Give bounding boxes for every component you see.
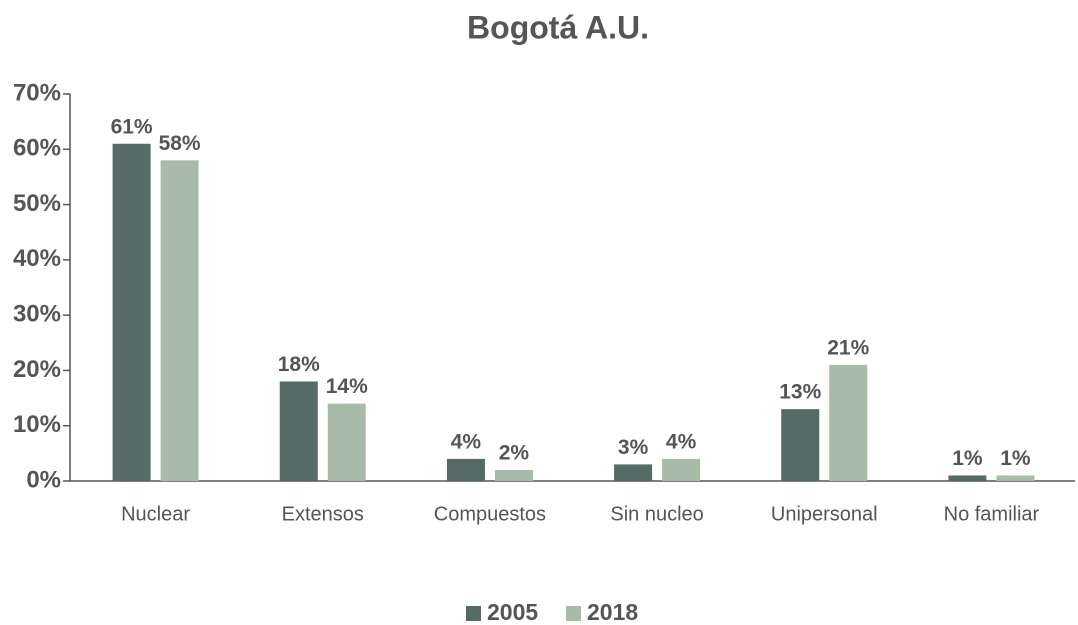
y-tick-label: 40% — [13, 245, 61, 272]
legend-label: 2018 — [587, 599, 638, 625]
bar — [662, 458, 701, 481]
value-label: 61% — [111, 115, 153, 138]
x-tick-label: Compuestos — [434, 503, 546, 525]
bar — [112, 143, 151, 481]
bar — [494, 469, 533, 481]
legend-label: 2005 — [487, 599, 538, 625]
bar — [996, 475, 1035, 481]
value-label: 14% — [326, 375, 368, 398]
bar — [829, 364, 868, 481]
bar — [327, 403, 366, 481]
y-tick-label: 30% — [13, 300, 61, 327]
x-tick-label: Nuclear — [121, 503, 190, 525]
bar — [279, 381, 318, 481]
y-tick-label: 60% — [13, 135, 61, 162]
value-label: 58% — [159, 132, 201, 155]
y-tick-label: 0% — [26, 466, 61, 493]
bar — [446, 458, 485, 481]
y-tick-label: 10% — [13, 411, 61, 438]
x-tick-label: Sin nucleo — [610, 503, 703, 525]
y-tick-label: 50% — [13, 190, 61, 217]
value-label: 21% — [827, 336, 869, 359]
bar — [614, 464, 653, 481]
value-label: 2% — [499, 441, 530, 464]
y-tick-label: 70% — [13, 79, 61, 106]
value-label: 4% — [451, 430, 482, 453]
x-tick-label: Unipersonal — [771, 503, 878, 525]
legend-swatch — [466, 606, 481, 621]
value-label: 13% — [779, 381, 821, 404]
value-label: 18% — [278, 353, 320, 376]
value-label: 4% — [666, 430, 697, 453]
x-tick-label: Extensos — [282, 503, 364, 525]
bar — [948, 475, 987, 481]
chart-title: Bogotá A.U. — [467, 9, 649, 45]
legend-swatch — [566, 606, 581, 621]
bar — [160, 160, 199, 482]
value-label: 1% — [952, 447, 983, 470]
bar — [781, 409, 820, 481]
x-tick-label: No familiar — [944, 503, 1040, 525]
y-tick-label: 20% — [13, 356, 61, 383]
value-label: 3% — [618, 436, 649, 459]
value-label: 1% — [1000, 447, 1031, 470]
